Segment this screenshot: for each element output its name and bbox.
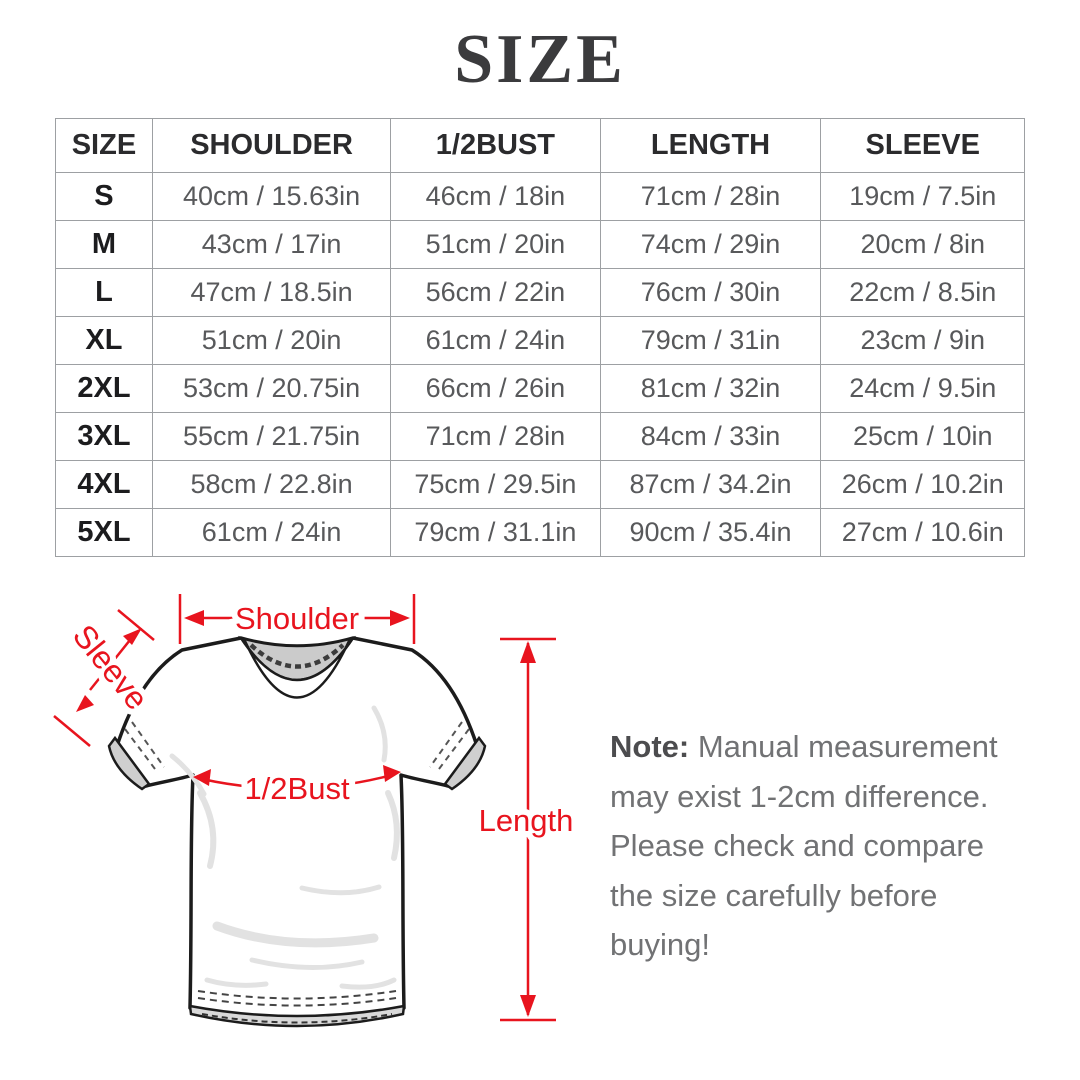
bust-cell: 46cm / 18in [390, 172, 601, 221]
length-cell: 90cm / 35.4in [599, 508, 822, 557]
bust-cell: 75cm / 29.5in [390, 460, 601, 509]
size-cell: 3XL [55, 412, 153, 461]
collar [238, 635, 356, 699]
shoulder-cell: 53cm / 20.75in [151, 364, 392, 413]
tshirt-measurement-svg: Shoulder Sleeve 1/2Bust [53, 594, 579, 1028]
shoulder-label: Shoulder [235, 601, 359, 636]
length-cell: 71cm / 28in [599, 172, 822, 221]
column-header-sleeve: SLEEVE [820, 118, 1025, 173]
size-cell: M [55, 220, 153, 269]
column-header-shoulder: SHOULDER [151, 118, 392, 173]
shoulder-arrow: Shoulder [178, 594, 416, 644]
size-cell: S [55, 172, 153, 221]
shoulder-cell: 40cm / 15.63in [151, 172, 392, 221]
page-title: SIZE [454, 21, 626, 98]
shoulder-cell: 43cm / 17in [151, 220, 392, 269]
sleeve-cell: 19cm / 7.5in [820, 172, 1025, 221]
bust-cell: 66cm / 26in [390, 364, 601, 413]
length-label: Length [479, 803, 574, 838]
shoulder-cell: 61cm / 24in [151, 508, 392, 557]
column-header-bust: 1/2BUST [390, 118, 601, 173]
table-row: 5XL 61cm / 24in 79cm / 31.1in 90cm / 35.… [55, 508, 1025, 557]
bust-label: 1/2Bust [244, 771, 350, 806]
table-row: 4XL 58cm / 22.8in 75cm / 29.5in 87cm / 3… [55, 460, 1025, 509]
size-chart-table: SIZE SHOULDER 1/2BUST LENGTH SLEEVE S 40… [55, 118, 1025, 557]
size-cell: L [55, 268, 153, 317]
table-row: L 47cm / 18.5in 56cm / 22in 76cm / 30in … [55, 268, 1025, 317]
column-header-size: SIZE [55, 118, 153, 173]
right-cuff [429, 721, 487, 791]
bust-cell: 79cm / 31.1in [390, 508, 601, 557]
sleeve-cell: 24cm / 9.5in [820, 364, 1025, 413]
size-cell: 5XL [55, 508, 153, 557]
table-row: S 40cm / 15.63in 46cm / 18in 71cm / 28in… [55, 172, 1025, 221]
length-arrow: Length [473, 637, 579, 1022]
bust-cell: 56cm / 22in [390, 268, 601, 317]
hem [188, 990, 406, 1028]
shoulder-cell: 55cm / 21.75in [151, 412, 392, 461]
bust-cell: 61cm / 24in [390, 316, 601, 365]
sleeve-label: Sleeve [66, 618, 156, 717]
note-body: Manual measurement may exist 1-2cm diffe… [610, 729, 998, 963]
length-cell: 84cm / 33in [599, 412, 822, 461]
size-cell: 2XL [55, 364, 153, 413]
sleeve-cell: 22cm / 8.5in [820, 268, 1025, 317]
shoulder-cell: 51cm / 20in [151, 316, 392, 365]
length-cell: 79cm / 31in [599, 316, 822, 365]
shoulder-cell: 58cm / 22.8in [151, 460, 392, 509]
bust-arrow: 1/2Bust [193, 765, 401, 812]
tshirt-drawing [107, 635, 487, 1028]
shoulder-cell: 47cm / 18.5in [151, 268, 392, 317]
length-cell: 74cm / 29in [599, 220, 822, 269]
wrinkle-shading [169, 705, 400, 990]
table-row: XL 51cm / 20in 61cm / 24in 79cm / 31in 2… [55, 316, 1025, 365]
bust-cell: 51cm / 20in [390, 220, 601, 269]
table-row: 3XL 55cm / 21.75in 71cm / 28in 84cm / 33… [55, 412, 1025, 461]
bust-cell: 71cm / 28in [390, 412, 601, 461]
length-cell: 76cm / 30in [599, 268, 822, 317]
table-row: 2XL 53cm / 20.75in 66cm / 26in 81cm / 32… [55, 364, 1025, 413]
left-cuff [107, 721, 165, 791]
sleeve-cell: 23cm / 9in [820, 316, 1025, 365]
table-row: M 43cm / 17in 51cm / 20in 74cm / 29in 20… [55, 220, 1025, 269]
note-label: Note: [610, 729, 690, 764]
measurement-diagram: Shoulder Sleeve 1/2Bust [52, 588, 618, 1066]
length-cell: 87cm / 34.2in [599, 460, 822, 509]
sleeve-cell: 20cm / 8in [820, 220, 1025, 269]
note-text: Note: Manual measurement may exist 1-2cm… [610, 722, 1022, 970]
size-cell: XL [55, 316, 153, 365]
sleeve-cell: 26cm / 10.2in [820, 460, 1025, 509]
sleeve-cell: 27cm / 10.6in [820, 508, 1025, 557]
sleeve-cell: 25cm / 10in [820, 412, 1025, 461]
header-row: SIZE SHOULDER 1/2BUST LENGTH SLEEVE [55, 118, 1025, 173]
size-cell: 4XL [55, 460, 153, 509]
column-header-length: LENGTH [599, 118, 822, 173]
length-cell: 81cm / 32in [599, 364, 822, 413]
